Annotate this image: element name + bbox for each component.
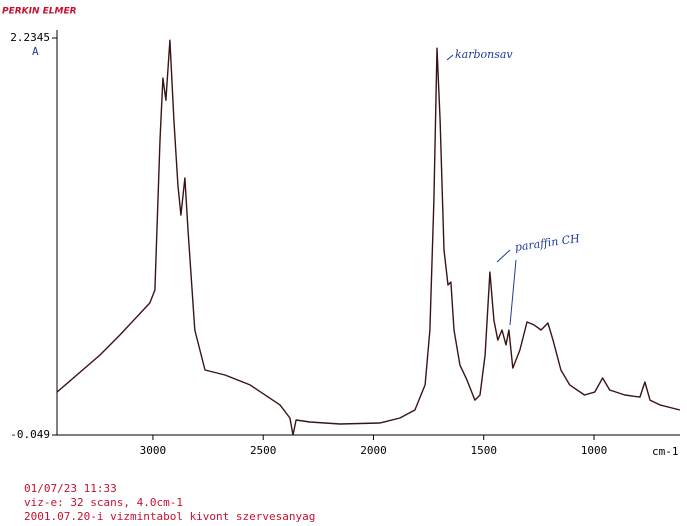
y-tick-label: 2.2345 <box>10 31 50 44</box>
footer-line: 2001.07.20-i vizmintabol kivont szervesa… <box>24 510 315 523</box>
annotation-leader <box>446 54 454 61</box>
y-axis-label: A <box>32 45 39 58</box>
y-tick-label: -0.049 <box>10 428 50 441</box>
annotation-leader <box>509 259 517 326</box>
annotation-leader <box>496 249 511 263</box>
x-tick-label: 1000 <box>581 444 608 457</box>
x-tick-label: 2000 <box>360 444 387 457</box>
annotation: karbonsav <box>455 48 513 61</box>
x-tick-label: 1500 <box>470 444 497 457</box>
footer-line: viz-e: 32 scans, 4.0cm-1 <box>24 496 183 509</box>
x-tick-label: 3000 <box>140 444 167 457</box>
spectrum-line <box>56 39 681 436</box>
annotation: paraffin CH <box>514 232 581 254</box>
brand: PERKIN ELMER <box>2 7 77 17</box>
x-axis-label: cm-1 <box>652 445 679 458</box>
footer-line: 01/07/23 11:33 <box>24 482 117 495</box>
x-tick-label: 2500 <box>250 444 277 457</box>
